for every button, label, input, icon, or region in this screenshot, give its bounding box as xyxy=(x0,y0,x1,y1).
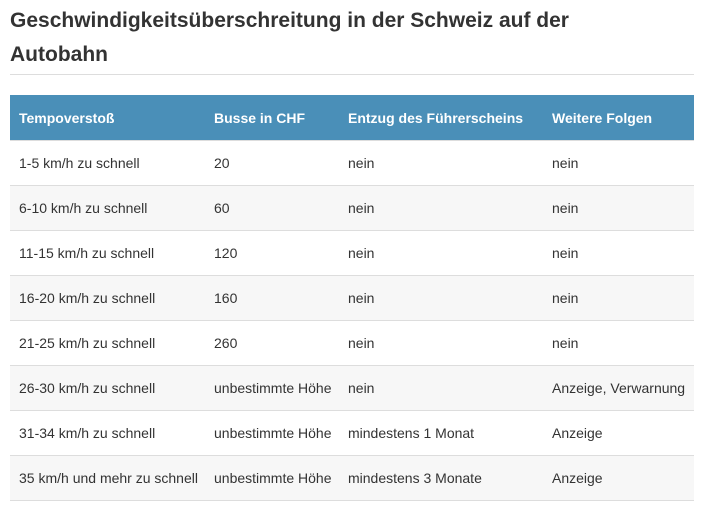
column-header-further-consequences: Weitere Folgen xyxy=(543,95,694,141)
cell-fine: 20 xyxy=(205,140,339,186)
cell-fine: 260 xyxy=(205,320,339,366)
cell-license-withdrawal: nein xyxy=(339,365,543,411)
cell-speeding: 26-30 km/h zu schnell xyxy=(10,365,205,411)
cell-fine: 160 xyxy=(205,275,339,321)
cell-fine: unbestimmte Höhe xyxy=(205,410,339,456)
cell-further-consequences: nein xyxy=(543,320,694,366)
title-divider xyxy=(10,74,694,75)
table-row: 6-10 km/h zu schnell 60 nein nein xyxy=(10,185,694,231)
cell-license-withdrawal: nein xyxy=(339,230,543,276)
column-header-license-withdrawal: Entzug des Führerscheins xyxy=(339,95,543,141)
table-row: 35 km/h und mehr zu schnell unbestimmte … xyxy=(10,455,694,501)
cell-fine: unbestimmte Höhe xyxy=(205,365,339,411)
cell-speeding: 6-10 km/h zu schnell xyxy=(10,185,205,231)
cell-further-consequences: nein xyxy=(543,185,694,231)
cell-speeding: 16-20 km/h zu schnell xyxy=(10,275,205,321)
cell-license-withdrawal: mindestens 1 Monat xyxy=(339,410,543,456)
table-row: 26-30 km/h zu schnell unbestimmte Höhe n… xyxy=(10,365,694,411)
table-row: 31-34 km/h zu schnell unbestimmte Höhe m… xyxy=(10,410,694,456)
cell-license-withdrawal: nein xyxy=(339,185,543,231)
page: Geschwindigkeitsüberschreitung in der Sc… xyxy=(10,0,694,501)
cell-license-withdrawal: mindestens 3 Monate xyxy=(339,455,543,501)
speeding-fines-table: Tempoverstoß Busse in CHF Entzug des Füh… xyxy=(10,95,694,501)
table-body: 1-5 km/h zu schnell 20 nein nein 6-10 km… xyxy=(10,140,694,501)
cell-speeding: 31-34 km/h zu schnell xyxy=(10,410,205,456)
cell-speeding: 21-25 km/h zu schnell xyxy=(10,320,205,366)
cell-license-withdrawal: nein xyxy=(339,140,543,186)
table-header: Tempoverstoß Busse in CHF Entzug des Füh… xyxy=(10,95,694,141)
cell-fine: 120 xyxy=(205,230,339,276)
column-header-fine: Busse in CHF xyxy=(205,95,339,141)
cell-further-consequences: Anzeige xyxy=(543,410,694,456)
cell-speeding: 35 km/h und mehr zu schnell xyxy=(10,455,205,501)
cell-speeding: 1-5 km/h zu schnell xyxy=(10,140,205,186)
table-row: 11-15 km/h zu schnell 120 nein nein xyxy=(10,230,694,276)
cell-speeding: 11-15 km/h zu schnell xyxy=(10,230,205,276)
cell-further-consequences: nein xyxy=(543,275,694,321)
cell-further-consequences: Anzeige, Verwarnung xyxy=(543,365,694,411)
table-row: 1-5 km/h zu schnell 20 nein nein xyxy=(10,140,694,186)
table-header-row: Tempoverstoß Busse in CHF Entzug des Füh… xyxy=(10,95,694,141)
cell-further-consequences: nein xyxy=(543,140,694,186)
page-title: Geschwindigkeitsüberschreitung in der Sc… xyxy=(10,0,694,72)
cell-fine: 60 xyxy=(205,185,339,231)
cell-fine: unbestimmte Höhe xyxy=(205,455,339,501)
cell-further-consequences: Anzeige xyxy=(543,455,694,501)
page-title-line-2: Autobahn xyxy=(10,43,108,66)
page-title-line-1: Geschwindigkeitsüberschreitung in der Sc… xyxy=(10,9,569,32)
cell-license-withdrawal: nein xyxy=(339,320,543,366)
table-row: 16-20 km/h zu schnell 160 nein nein xyxy=(10,275,694,321)
cell-license-withdrawal: nein xyxy=(339,275,543,321)
cell-further-consequences: nein xyxy=(543,230,694,276)
column-header-speeding: Tempoverstoß xyxy=(10,95,205,141)
table-row: 21-25 km/h zu schnell 260 nein nein xyxy=(10,320,694,366)
